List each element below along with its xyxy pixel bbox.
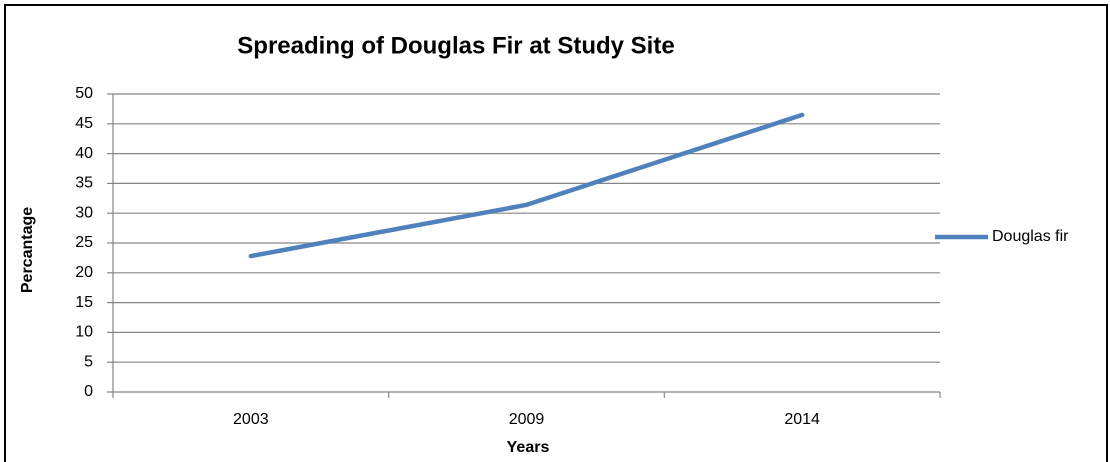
y-tick-label: 35 [75, 175, 93, 192]
x-axis-label: Years [507, 439, 550, 456]
chart-title: Spreading of Douglas Fir at Study Site [237, 32, 674, 59]
x-tick-label: 2003 [233, 411, 269, 428]
data-line [248, 112, 805, 259]
y-tick-label: 10 [75, 324, 93, 341]
y-tick-label: 40 [75, 145, 93, 162]
y-tick-label: 15 [75, 294, 93, 311]
y-tick-label: 5 [84, 353, 93, 370]
y-tick-label: 45 [75, 115, 93, 132]
y-axis-label: Percantage [19, 207, 36, 293]
legend-label: Douglas fir [992, 228, 1069, 245]
y-tick-label: 20 [75, 264, 93, 281]
y-tick-label: 25 [75, 234, 93, 251]
y-tick-label: 30 [75, 204, 93, 221]
y-tick-label: 0 [84, 383, 93, 400]
x-tick-label: 2014 [784, 411, 820, 428]
chart-frame [4, 4, 1108, 462]
y-tick-label: 50 [75, 85, 93, 102]
x-tick-label: 2009 [509, 411, 545, 428]
